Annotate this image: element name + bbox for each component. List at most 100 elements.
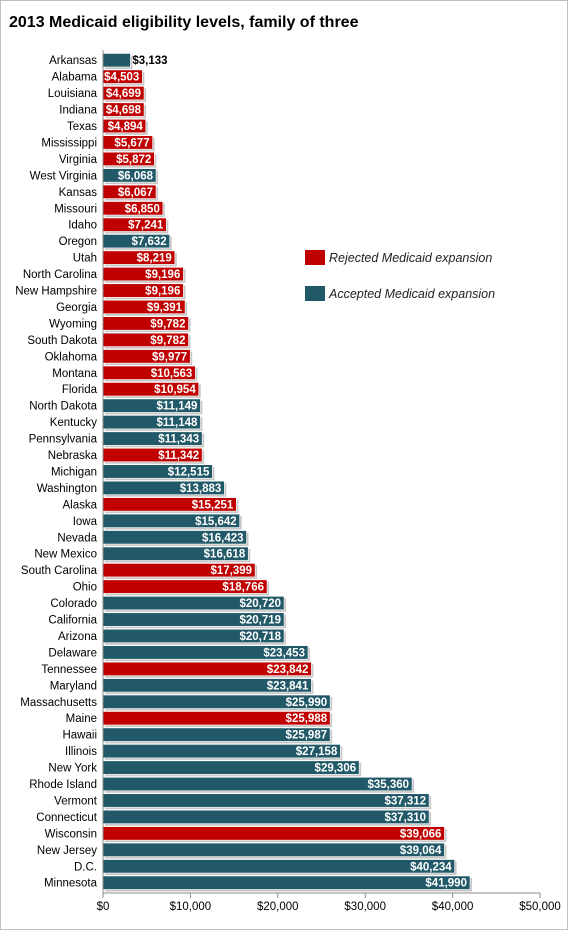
data-label: $39,064 xyxy=(400,845,442,857)
category-label: Nebraska xyxy=(48,450,98,462)
data-label: $25,987 xyxy=(286,730,328,742)
legend-label-rejected: Rejected Medicaid expansion xyxy=(329,251,493,265)
category-label: Maine xyxy=(66,713,97,725)
data-label: $10,563 xyxy=(151,368,193,380)
category-label: Michigan xyxy=(51,466,97,478)
category-label: New Hampshire xyxy=(15,286,97,298)
category-label: Illinois xyxy=(65,746,97,758)
category-label: Rhode Island xyxy=(29,779,97,791)
category-label: California xyxy=(48,615,97,627)
category-label: Maryland xyxy=(50,680,97,692)
category-label: New Jersey xyxy=(37,845,97,857)
data-label: $27,158 xyxy=(296,746,338,758)
data-label: $4,503 xyxy=(104,72,139,84)
legend-swatch-accepted xyxy=(305,286,325,301)
x-tick-label: $0 xyxy=(97,901,110,913)
category-label: South Dakota xyxy=(27,335,97,347)
category-label: Louisiana xyxy=(48,88,98,100)
x-tick-label: $40,000 xyxy=(432,901,474,913)
category-label: Colorado xyxy=(50,598,97,610)
category-label: South Carolina xyxy=(21,565,98,577)
category-label: Missouri xyxy=(54,203,97,215)
category-label: Indiana xyxy=(59,105,97,117)
data-label: $13,883 xyxy=(180,483,222,495)
category-label: Tennessee xyxy=(41,664,97,676)
category-label: Arkansas xyxy=(49,55,97,67)
data-label: $16,423 xyxy=(202,532,244,544)
data-label: $23,453 xyxy=(263,647,305,659)
category-label: Georgia xyxy=(56,302,98,314)
x-tick-label: $10,000 xyxy=(170,901,212,913)
category-label: D.C. xyxy=(74,861,97,873)
category-label: North Dakota xyxy=(29,401,97,413)
data-label: $7,241 xyxy=(128,220,164,232)
category-label: Washington xyxy=(37,483,97,495)
category-label: Arizona xyxy=(58,631,98,643)
data-label: $15,642 xyxy=(195,516,237,528)
data-label: $15,251 xyxy=(192,499,234,511)
category-label: Kentucky xyxy=(50,417,98,429)
x-tick-label: $50,000 xyxy=(519,901,561,913)
data-label: $4,699 xyxy=(106,88,141,100)
category-label: Nevada xyxy=(57,532,97,544)
category-label: Montana xyxy=(52,368,97,380)
category-label: West Virginia xyxy=(30,170,98,182)
data-label: $9,196 xyxy=(145,286,180,298)
category-label: Texas xyxy=(67,121,97,133)
bar-accepted xyxy=(102,859,455,874)
data-label: $23,841 xyxy=(267,680,309,692)
category-label: Delaware xyxy=(48,647,97,659)
data-label: $37,312 xyxy=(385,795,427,807)
data-label: $17,399 xyxy=(210,565,252,577)
data-label: $9,782 xyxy=(150,318,185,330)
legend-swatch-rejected xyxy=(305,250,325,265)
bar-rejected xyxy=(102,826,445,841)
data-label: $9,196 xyxy=(145,269,180,281)
data-label: $11,342 xyxy=(158,450,199,462)
data-label: $6,068 xyxy=(118,170,154,182)
data-label: $18,766 xyxy=(222,582,264,594)
data-label: $25,988 xyxy=(286,713,328,725)
category-label: Alaska xyxy=(62,499,97,511)
data-label: $5,872 xyxy=(116,154,151,166)
data-label: $37,310 xyxy=(385,812,427,824)
data-label: $9,782 xyxy=(150,335,185,347)
category-label: Iowa xyxy=(73,516,98,528)
bar-accepted xyxy=(102,53,131,68)
x-tick-label: $20,000 xyxy=(257,901,299,913)
data-label: $11,149 xyxy=(157,401,198,413)
category-label: Mississippi xyxy=(41,137,97,149)
data-label: $9,391 xyxy=(147,302,183,314)
data-label: $35,360 xyxy=(367,779,409,791)
data-label: $41,990 xyxy=(425,878,467,890)
category-label: New York xyxy=(48,763,97,775)
category-label: Virginia xyxy=(59,154,98,166)
data-label: $20,720 xyxy=(240,598,282,610)
category-label: Connecticut xyxy=(36,812,98,824)
data-label: $16,618 xyxy=(204,549,246,561)
data-label: $11,343 xyxy=(158,434,199,446)
category-label: New Mexico xyxy=(34,549,97,561)
category-label: Alabama xyxy=(52,72,98,84)
bar-accepted xyxy=(102,842,445,857)
category-label: Wisconsin xyxy=(45,828,97,840)
data-label: $4,894 xyxy=(108,121,144,133)
data-label: $4,698 xyxy=(106,105,142,117)
category-label: Wyoming xyxy=(49,318,97,330)
data-label: $11,148 xyxy=(156,417,198,429)
category-label: Ohio xyxy=(73,582,97,594)
bar-accepted xyxy=(102,809,430,824)
data-label: $20,719 xyxy=(240,615,282,627)
data-label: $7,632 xyxy=(132,236,167,248)
category-label: Idaho xyxy=(68,220,97,232)
data-label: $25,990 xyxy=(286,697,328,709)
bar-accepted xyxy=(102,875,471,890)
bar-accepted xyxy=(102,776,413,792)
x-tick-label: $30,000 xyxy=(344,901,386,913)
data-label: $3,133 xyxy=(132,55,167,67)
bar-accepted xyxy=(102,793,430,808)
legend-label-accepted: Accepted Medicaid expansion xyxy=(329,287,496,301)
category-label: Pennsylvania xyxy=(29,434,98,446)
data-label: $5,677 xyxy=(114,137,149,149)
